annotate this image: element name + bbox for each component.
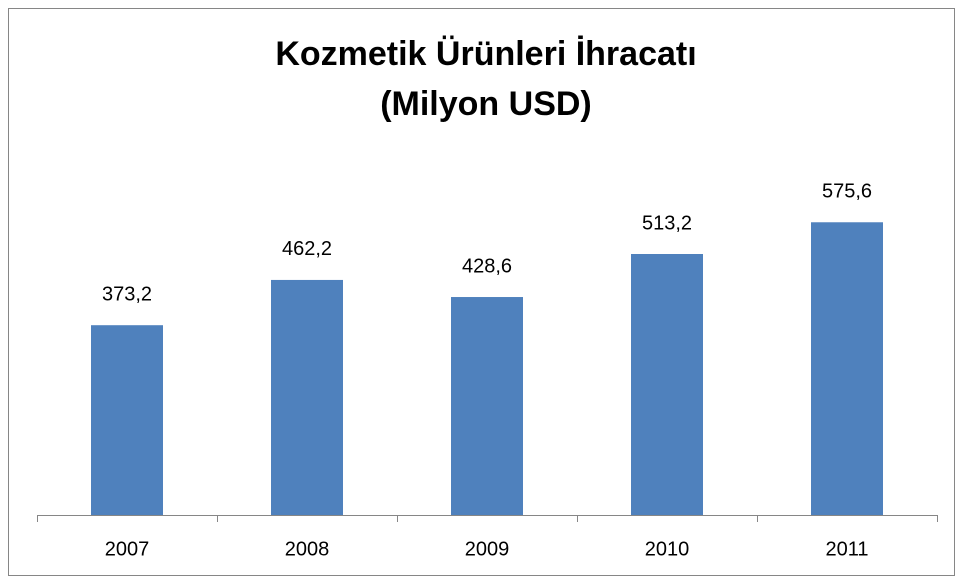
data-label: 462,2 <box>282 238 332 260</box>
x-tick-label: 2009 <box>465 538 510 560</box>
chart-title: Kozmetik Ürünleri İhracatı <box>275 35 696 73</box>
bar <box>811 222 883 515</box>
x-tick-label: 2008 <box>285 538 330 560</box>
x-tick-label: 2011 <box>825 538 868 560</box>
data-label: 575,6 <box>822 181 872 203</box>
bar <box>271 279 343 515</box>
data-label: 428,6 <box>462 255 512 277</box>
data-label: 373,2 <box>102 283 152 305</box>
x-tick-label: 2010 <box>645 538 690 560</box>
x-tick-label: 2007 <box>105 538 150 560</box>
data-label: 513,2 <box>642 212 692 234</box>
bar <box>631 254 703 515</box>
bar <box>451 297 523 515</box>
bar <box>91 325 163 515</box>
chart-subtitle: (Milyon USD) <box>380 85 592 123</box>
